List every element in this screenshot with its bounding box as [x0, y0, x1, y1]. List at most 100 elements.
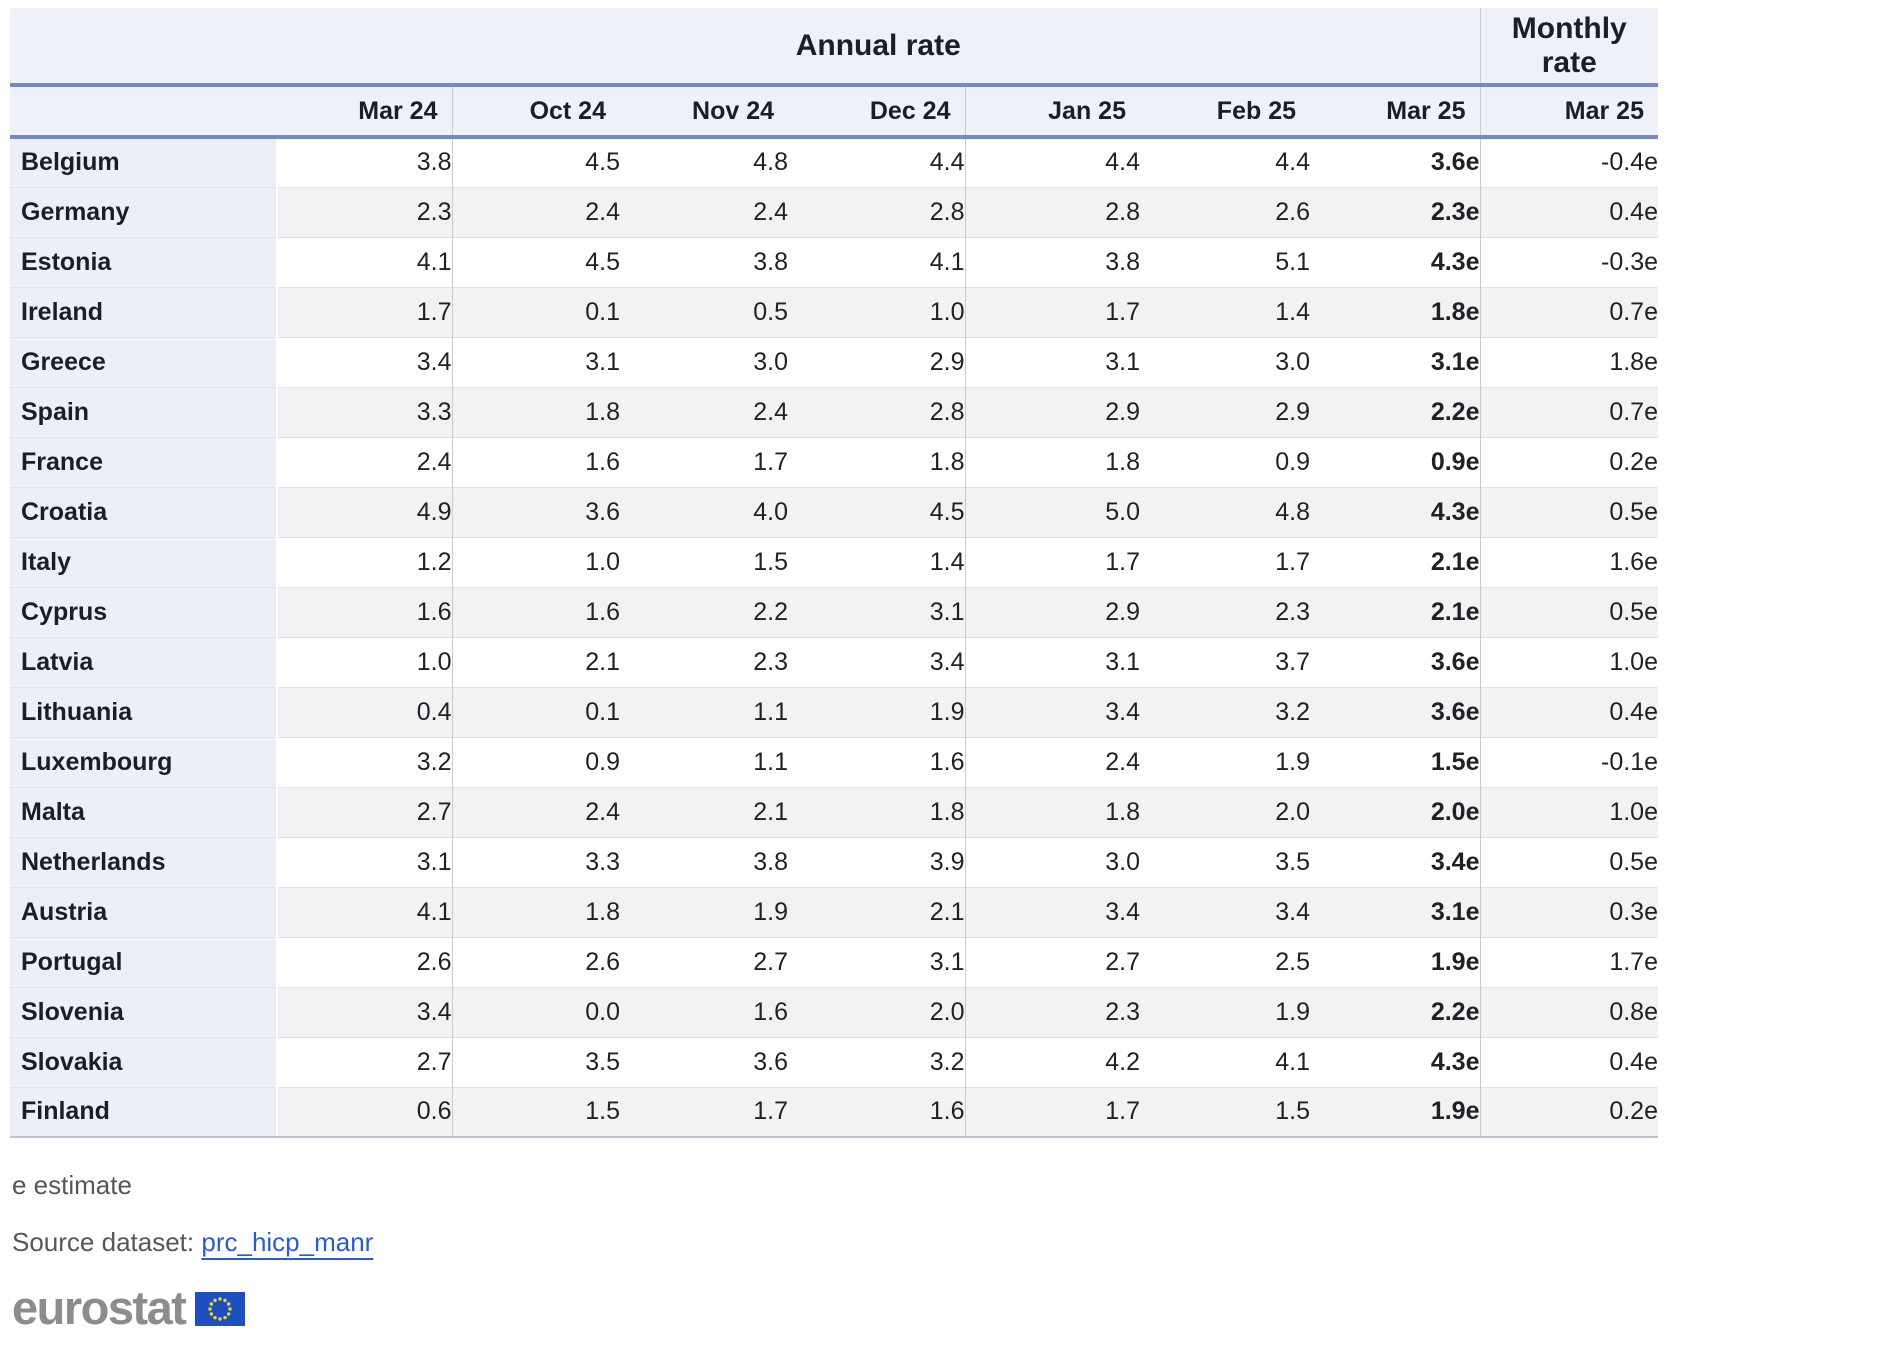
table-row: France 2.4 1.6 1.7 1.8 1.8 0.9 0.9e 0.2e [10, 436, 1658, 487]
value-oct24: 3.5 [451, 1036, 620, 1087]
value-mar25-annual: 3.6e [1310, 686, 1480, 737]
value-nov24: 2.7 [620, 936, 788, 987]
value-feb25: 3.7 [1140, 636, 1310, 687]
value-mar24: 0.6 [277, 1086, 452, 1138]
value-mar25-monthly: 0.7e [1479, 286, 1658, 337]
value-mar25-monthly: 0.7e [1479, 386, 1658, 437]
value-dec24: 1.4 [788, 536, 965, 587]
value-mar25-annual: 4.3e [1310, 236, 1480, 287]
value-oct24: 4.5 [451, 236, 620, 287]
country-cell: Luxembourg [10, 736, 278, 787]
table-row: Slovakia 2.7 3.5 3.6 3.2 4.2 4.1 4.3e 0.… [10, 1036, 1658, 1087]
eurostat-logo: eurostat [12, 1284, 246, 1331]
value-dec24: 4.1 [788, 236, 965, 287]
value-feb25: 1.9 [1140, 986, 1310, 1037]
value-jan25: 3.0 [964, 836, 1140, 887]
value-feb25: 3.5 [1140, 836, 1310, 887]
value-dec24: 2.8 [788, 186, 965, 237]
table-row: Spain 3.3 1.8 2.4 2.8 2.9 2.9 2.2e 0.7e [10, 386, 1658, 437]
value-mar24: 2.6 [277, 936, 452, 987]
table-row: Luxembourg 3.2 0.9 1.1 1.6 2.4 1.9 1.5e … [10, 736, 1658, 787]
value-dec24: 2.8 [788, 386, 965, 437]
country-cell: France [10, 436, 278, 487]
value-nov24: 2.1 [620, 786, 788, 837]
value-nov24: 1.1 [620, 736, 788, 787]
value-nov24: 1.7 [620, 436, 788, 487]
value-oct24: 1.5 [451, 1086, 620, 1138]
value-jan25: 1.8 [964, 786, 1140, 837]
value-mar25-annual: 2.2e [1310, 386, 1480, 437]
value-feb25: 2.9 [1140, 386, 1310, 437]
value-feb25: 2.3 [1140, 586, 1310, 637]
value-dec24: 1.6 [788, 736, 965, 787]
table-body: Belgium 3.8 4.5 4.8 4.4 4.4 4.4 3.6e -0.… [10, 137, 1658, 1138]
value-oct24: 3.3 [451, 836, 620, 887]
country-cell: Spain [10, 386, 278, 437]
value-nov24: 4.8 [620, 137, 788, 187]
value-nov24: 2.2 [620, 586, 788, 637]
value-oct24: 1.0 [451, 536, 620, 587]
value-dec24: 1.8 [788, 786, 965, 837]
value-mar24: 1.0 [277, 636, 452, 687]
value-dec24: 3.2 [788, 1036, 965, 1087]
value-mar25-monthly: 0.5e [1479, 836, 1658, 887]
value-nov24: 2.4 [620, 386, 788, 437]
value-nov24: 4.0 [620, 486, 788, 537]
country-cell: Finland [10, 1086, 278, 1138]
value-mar25-monthly: 0.5e [1479, 586, 1658, 637]
col-header-dec24: Dec 24 [788, 85, 965, 139]
source-dataset-label: Source dataset: [12, 1227, 195, 1257]
value-jan25: 3.1 [964, 636, 1140, 687]
value-nov24: 2.3 [620, 636, 788, 687]
table-row: Italy 1.2 1.0 1.5 1.4 1.7 1.7 2.1e 1.6e [10, 536, 1658, 587]
country-cell: Italy [10, 536, 278, 587]
col-header-feb25: Feb 25 [1140, 85, 1310, 139]
source-dataset-link[interactable]: prc_hicp_manr [201, 1227, 374, 1257]
value-mar24: 1.7 [277, 286, 452, 337]
value-mar25-monthly: 1.0e [1479, 786, 1658, 837]
value-oct24: 1.6 [451, 436, 620, 487]
value-mar25-monthly: -0.3e [1479, 236, 1658, 287]
value-feb25: 4.8 [1140, 486, 1310, 537]
value-dec24: 1.8 [788, 436, 965, 487]
value-mar25-annual: 4.3e [1310, 1036, 1480, 1087]
country-cell: Netherlands [10, 836, 278, 887]
table-header: Annual rate Monthly rate Mar 24 Oct 24 N… [10, 8, 1658, 139]
value-nov24: 1.9 [620, 886, 788, 937]
value-jan25: 1.8 [964, 436, 1140, 487]
value-nov24: 3.8 [620, 836, 788, 887]
col-header-jan25: Jan 25 [964, 85, 1140, 139]
value-mar25-monthly: 1.0e [1479, 636, 1658, 687]
value-mar25-monthly: 0.4e [1479, 1036, 1658, 1087]
value-feb25: 4.4 [1140, 137, 1310, 187]
country-cell: Greece [10, 336, 278, 387]
value-mar25-annual: 2.2e [1310, 986, 1480, 1037]
value-mar24: 3.1 [277, 836, 452, 887]
value-mar25-annual: 1.9e [1310, 936, 1480, 987]
value-mar24: 4.9 [277, 486, 452, 537]
value-mar25-annual: 2.3e [1310, 186, 1480, 237]
value-feb25: 1.9 [1140, 736, 1310, 787]
value-oct24: 3.6 [451, 486, 620, 537]
value-oct24: 2.6 [451, 936, 620, 987]
table-row: Malta 2.7 2.4 2.1 1.8 1.8 2.0 2.0e 1.0e [10, 786, 1658, 837]
value-nov24: 3.0 [620, 336, 788, 387]
value-jan25: 2.3 [964, 986, 1140, 1037]
value-mar24: 4.1 [277, 236, 452, 287]
value-oct24: 1.8 [451, 386, 620, 437]
value-jan25: 3.8 [964, 236, 1140, 287]
value-mar25-monthly: 1.6e [1479, 536, 1658, 587]
value-mar25-monthly: 0.2e [1479, 1086, 1658, 1138]
value-jan25: 4.2 [964, 1036, 1140, 1087]
value-mar25-monthly: -0.4e [1479, 137, 1658, 187]
col-header-mar25-annual: Mar 25 [1310, 85, 1480, 139]
value-mar25-annual: 1.8e [1310, 286, 1480, 337]
value-nov24: 2.4 [620, 186, 788, 237]
value-feb25: 0.9 [1140, 436, 1310, 487]
value-oct24: 0.9 [451, 736, 620, 787]
value-jan25: 5.0 [964, 486, 1140, 537]
value-mar25-annual: 1.5e [1310, 736, 1480, 787]
country-cell: Lithuania [10, 686, 278, 737]
col-header-nov24: Nov 24 [620, 85, 788, 139]
table-row: Estonia 4.1 4.5 3.8 4.1 3.8 5.1 4.3e -0.… [10, 236, 1658, 287]
